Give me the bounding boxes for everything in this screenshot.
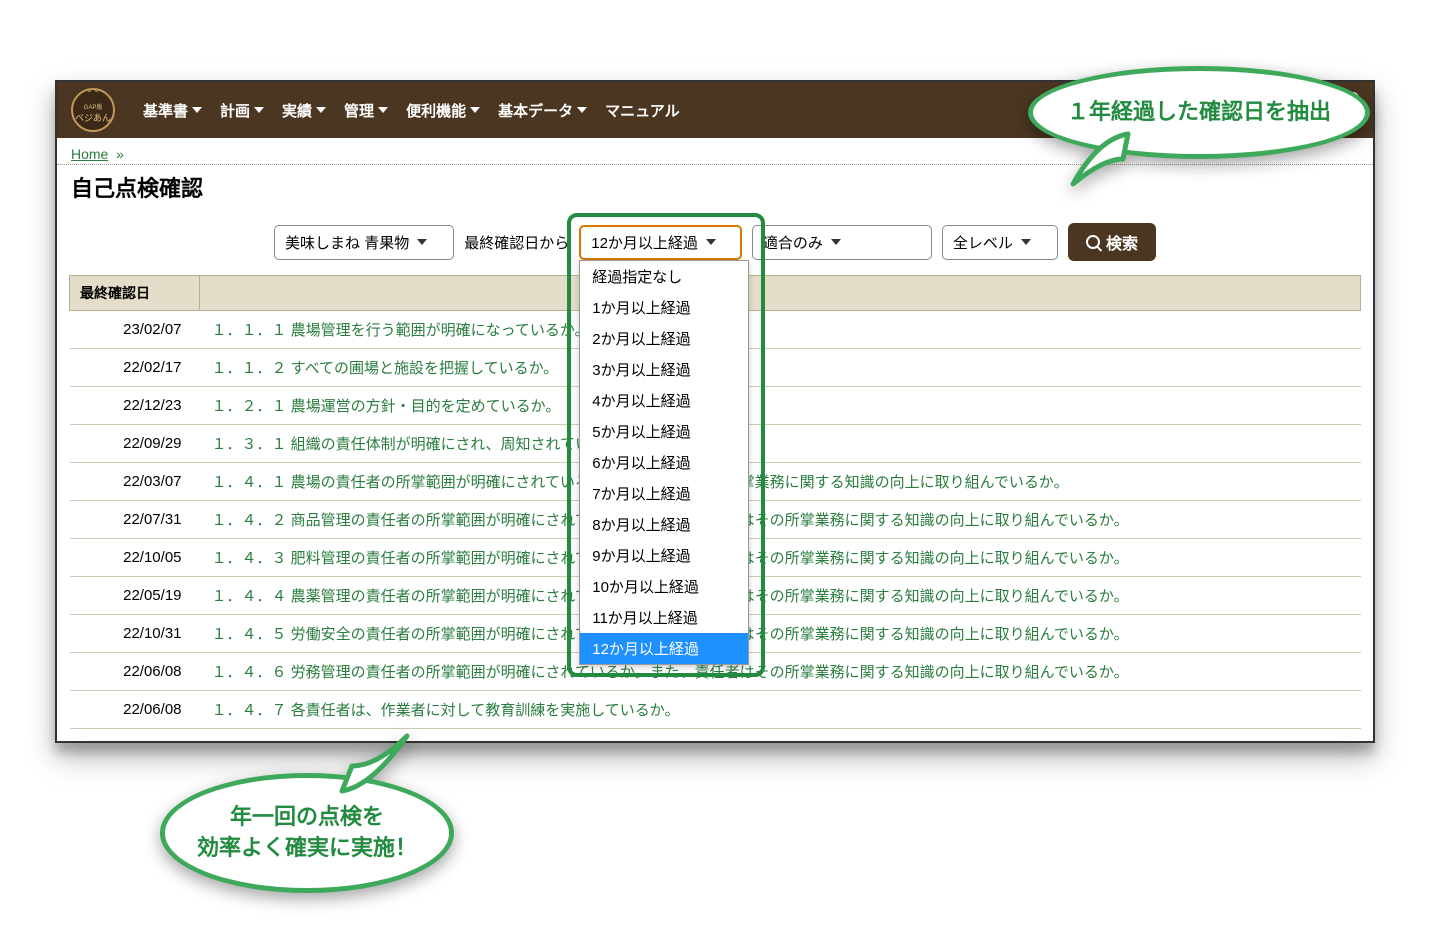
nav-item[interactable]: 管理 <box>336 94 396 127</box>
nav-item-label: 基準書 <box>143 100 188 121</box>
app-window: ˇ ˇ GAP版 ベジあん 基準書計画実績管理便利機能基本データマニュアル ログ… <box>55 80 1375 743</box>
cell-text: １．３．１ 組織の責任体制が明確にされ、周知されているか。 <box>200 425 1361 463</box>
cell-text: １．１．１ 農場管理を行う範囲が明確になっているか。 <box>200 311 1361 349</box>
period-option[interactable]: 8か月以上経過 <box>580 509 748 540</box>
conformity-select-value: 適合のみ <box>763 232 823 253</box>
chevron-down-icon <box>192 107 202 113</box>
page-title: 自己点検確認 <box>57 165 1373 215</box>
cell-text: １．４．５ 労働安全の責任者の所掌範囲が明確にされているか。また、責任者はその所… <box>200 615 1361 653</box>
nav-item[interactable]: マニュアル <box>597 94 688 127</box>
nav-item[interactable]: 基準書 <box>135 94 210 127</box>
cell-text: １．４．６ 労務管理の責任者の所掌範囲が明確にされているか。また、責任者はその所… <box>200 653 1361 691</box>
level-select-value: 全レベル <box>953 232 1013 253</box>
cell-date: 23/02/07 <box>70 311 200 349</box>
search-icon <box>1086 235 1100 249</box>
cell-date: 22/05/19 <box>70 577 200 615</box>
chevron-down-icon <box>1021 239 1031 245</box>
cell-date: 22/09/29 <box>70 425 200 463</box>
nav-item-label: 管理 <box>344 100 374 121</box>
period-option[interactable]: 12か月以上経過 <box>580 633 748 664</box>
period-option[interactable]: 10か月以上経過 <box>580 571 748 602</box>
nav-item[interactable]: 便利機能 <box>398 94 488 127</box>
period-option[interactable]: 11か月以上経過 <box>580 602 748 633</box>
nav-item-label: マニュアル <box>605 100 680 121</box>
chevron-down-icon <box>254 107 264 113</box>
cell-date: 22/02/17 <box>70 349 200 387</box>
nav-item-label: 便利機能 <box>406 100 466 121</box>
period-option[interactable]: 1か月以上経過 <box>580 292 748 323</box>
breadcrumb-sep: » <box>116 146 124 162</box>
chevron-down-icon <box>470 107 480 113</box>
col-header-date: 最終確認日 <box>70 276 200 311</box>
app-logo: ˇ ˇ GAP版 ベジあん <box>71 88 115 132</box>
cell-date: 22/06/08 <box>70 691 200 729</box>
chevron-down-icon <box>316 107 326 113</box>
search-button[interactable]: 検索 <box>1068 223 1156 261</box>
period-option[interactable]: 経過指定なし <box>580 261 748 292</box>
level-select[interactable]: 全レベル <box>942 225 1058 260</box>
cell-text: １．４．１ 農場の責任者の所掌範囲が明確にされているか。また、責任者は所掌業務に… <box>200 463 1361 501</box>
period-option[interactable]: 3か月以上経過 <box>580 354 748 385</box>
period-dropdown: 経過指定なし1か月以上経過2か月以上経過3か月以上経過4か月以上経過5か月以上経… <box>579 260 749 665</box>
product-select[interactable]: 美味しまね 青果物 <box>274 225 454 260</box>
period-option[interactable]: 6か月以上経過 <box>580 447 748 478</box>
cell-text: １．４．４ 農薬管理の責任者の所掌範囲が明確にされているか。また、責任者はその所… <box>200 577 1361 615</box>
nav-item[interactable]: 実績 <box>274 94 334 127</box>
cell-date: 22/10/05 <box>70 539 200 577</box>
nav-item[interactable]: 計画 <box>212 94 272 127</box>
breadcrumb-home[interactable]: Home <box>71 146 108 162</box>
period-label: 最終確認日から <box>464 232 569 253</box>
callout-top-tail <box>1068 129 1138 189</box>
nav-item-label: 基本データ <box>498 100 573 121</box>
product-select-value: 美味しまね 青果物 <box>285 232 409 253</box>
col-header-content <box>200 276 1361 311</box>
chevron-down-icon <box>417 239 427 245</box>
cell-date: 22/06/08 <box>70 653 200 691</box>
nav-item[interactable]: 基本データ <box>490 94 595 127</box>
callout-bottom-tail <box>332 731 412 801</box>
period-option[interactable]: 2か月以上経過 <box>580 323 748 354</box>
period-select[interactable]: 12か月以上経過 <box>579 225 742 260</box>
chevron-down-icon <box>831 239 841 245</box>
cell-text: １．４．２ 商品管理の責任者の所掌範囲が明確にされているか。また、責任者はその所… <box>200 501 1361 539</box>
cell-date: 22/07/31 <box>70 501 200 539</box>
chevron-down-icon <box>378 107 388 113</box>
callout-bottom: 年一回の点検を 効率よく確実に実施！ <box>160 773 454 893</box>
table-row[interactable]: 22/06/08１．４．７ 各責任者は、作業者に対して教育訓練を実施しているか。 <box>70 691 1361 729</box>
filter-bar: 美味しまね 青果物 最終確認日から 12か月以上経過 経過指定なし1か月以上経過… <box>57 215 1373 275</box>
chevron-down-icon <box>577 107 587 113</box>
chevron-down-icon <box>706 239 716 245</box>
callout-top: １年経過した確認日を抽出 <box>1028 66 1370 159</box>
cell-date: 22/10/31 <box>70 615 200 653</box>
period-option[interactable]: 4か月以上経過 <box>580 385 748 416</box>
search-button-label: 検索 <box>1106 230 1138 254</box>
cell-date: 22/12/23 <box>70 387 200 425</box>
cell-text: １．４．７ 各責任者は、作業者に対して教育訓練を実施しているか。 <box>200 691 1361 729</box>
period-option[interactable]: 9か月以上経過 <box>580 540 748 571</box>
nav-item-label: 実績 <box>282 100 312 121</box>
period-option[interactable]: 7か月以上経過 <box>580 478 748 509</box>
period-select-value: 12か月以上経過 <box>591 232 698 253</box>
cell-text: １．４．３ 肥料管理の責任者の所掌範囲が明確にされているか。また、責任者はその所… <box>200 539 1361 577</box>
cell-date: 22/03/07 <box>70 463 200 501</box>
period-option[interactable]: 5か月以上経過 <box>580 416 748 447</box>
cell-text: １．１．２ すべての圃場と施設を把握しているか。 <box>200 349 1361 387</box>
conformity-select[interactable]: 適合のみ <box>752 225 932 260</box>
cell-text: １．２．１ 農場運営の方針・目的を定めているか。 <box>200 387 1361 425</box>
nav-item-label: 計画 <box>220 100 250 121</box>
